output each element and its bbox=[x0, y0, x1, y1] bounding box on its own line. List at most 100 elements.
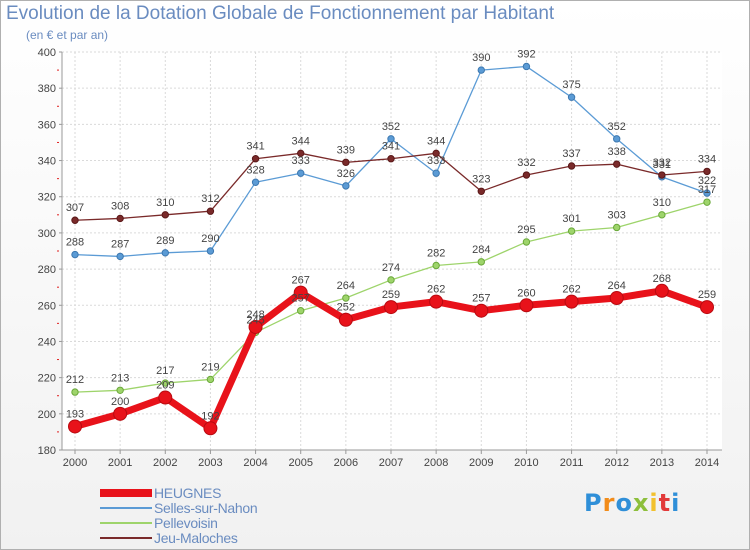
data-label-pellevoisin: 212 bbox=[66, 374, 84, 386]
data-label-jeu-maloches: 334 bbox=[698, 153, 716, 165]
data-label-selles-sur-nahon: 333 bbox=[427, 155, 445, 167]
data-label-pellevoisin: 282 bbox=[427, 247, 445, 259]
data-label-pellevoisin: 213 bbox=[111, 372, 129, 384]
logo-letter: i bbox=[671, 489, 681, 517]
legend-label: Selles-sur-Nahon bbox=[154, 500, 258, 516]
data-label-jeu-maloches: 310 bbox=[156, 197, 174, 209]
logo-letter: P bbox=[584, 489, 603, 517]
y-tick-label: 240 bbox=[38, 336, 56, 348]
logo-letter: r bbox=[602, 489, 616, 517]
data-label-pellevoisin: 301 bbox=[562, 213, 580, 225]
data-point-selles-sur-nahon bbox=[116, 252, 124, 261]
chart-subtitle: (en € et par an) bbox=[26, 28, 109, 42]
data-label-heugnes: 259 bbox=[382, 289, 400, 301]
data-label-pellevoisin: 245 bbox=[246, 314, 264, 326]
data-point-heugnes bbox=[158, 390, 173, 405]
logo-letter: x bbox=[632, 489, 650, 517]
y-tick-label: 380 bbox=[38, 83, 56, 95]
data-label-heugnes: 267 bbox=[292, 275, 310, 287]
data-point-jeu-maloches bbox=[567, 162, 576, 170]
data-label-heugnes: 192 bbox=[201, 410, 219, 422]
data-label-selles-sur-nahon: 326 bbox=[337, 168, 355, 180]
data-point-pellevoisin bbox=[116, 386, 124, 394]
x-tick-label: 2005 bbox=[288, 457, 312, 469]
x-tick-label: 2001 bbox=[108, 457, 132, 469]
legend-swatch bbox=[100, 489, 152, 497]
y-tick-label: 400 bbox=[38, 47, 56, 59]
data-point-heugnes bbox=[609, 291, 624, 306]
data-point-heugnes bbox=[700, 300, 714, 315]
data-point-selles-sur-nahon bbox=[432, 169, 440, 177]
data-label-pellevoisin: 303 bbox=[608, 209, 626, 221]
data-point-pellevoisin bbox=[342, 294, 350, 302]
plot-area bbox=[62, 52, 722, 450]
data-point-heugnes bbox=[68, 419, 82, 434]
data-point-jeu-maloches bbox=[522, 171, 531, 179]
data-point-pellevoisin bbox=[71, 388, 79, 396]
data-label-pellevoisin: 310 bbox=[653, 197, 671, 209]
data-point-selles-sur-nahon bbox=[297, 169, 305, 177]
x-tick-label: 2010 bbox=[514, 457, 538, 469]
x-tick-label: 2012 bbox=[604, 457, 628, 469]
data-label-jeu-maloches: 332 bbox=[653, 157, 671, 169]
data-point-jeu-maloches bbox=[703, 167, 711, 176]
legend-swatch bbox=[100, 507, 152, 509]
y-tick-label: 220 bbox=[38, 373, 56, 385]
data-label-pellevoisin: 274 bbox=[382, 262, 400, 274]
data-point-pellevoisin bbox=[477, 258, 485, 266]
data-label-jeu-maloches: 341 bbox=[246, 141, 264, 153]
data-label-pellevoisin: 284 bbox=[472, 244, 490, 256]
data-label-heugnes: 260 bbox=[517, 287, 535, 299]
data-point-pellevoisin bbox=[432, 261, 440, 270]
data-label-pellevoisin: 295 bbox=[517, 224, 535, 236]
logo-letter: o bbox=[615, 489, 633, 517]
data-label-jeu-maloches: 341 bbox=[382, 141, 400, 153]
data-point-selles-sur-nahon bbox=[477, 66, 485, 74]
data-label-pellevoisin: 264 bbox=[337, 280, 355, 292]
legend-swatch bbox=[100, 522, 152, 524]
data-point-selles-sur-nahon bbox=[387, 135, 395, 143]
data-label-heugnes: 209 bbox=[156, 380, 174, 392]
data-point-heugnes bbox=[248, 319, 263, 334]
legend-label: HEUGNES bbox=[154, 485, 222, 501]
data-point-selles-sur-nahon bbox=[703, 189, 711, 197]
x-tick-label: 2002 bbox=[153, 457, 177, 469]
data-point-selles-sur-nahon bbox=[206, 247, 215, 255]
x-tick-label: 2004 bbox=[243, 457, 267, 469]
data-label-jeu-maloches: 344 bbox=[427, 135, 445, 147]
data-label-heugnes: 262 bbox=[562, 284, 580, 296]
x-tick-label: 2011 bbox=[560, 457, 584, 469]
y-tick-label: 320 bbox=[38, 192, 56, 204]
x-tick-label: 2014 bbox=[695, 457, 719, 469]
data-label-pellevoisin: 317 bbox=[698, 184, 716, 196]
data-label-jeu-maloches: 307 bbox=[66, 202, 84, 214]
x-tick-label: 2009 bbox=[469, 457, 493, 469]
x-tick-label: 2003 bbox=[198, 457, 222, 469]
data-label-selles-sur-nahon: 392 bbox=[517, 48, 535, 60]
proxiti-logo: Proxiti bbox=[584, 489, 680, 517]
y-tick-label: 340 bbox=[38, 156, 56, 168]
data-point-selles-sur-nahon bbox=[522, 62, 531, 71]
data-label-jeu-maloches: 338 bbox=[608, 146, 626, 158]
data-label-heugnes: 200 bbox=[111, 396, 129, 408]
data-point-selles-sur-nahon bbox=[613, 135, 621, 143]
legend-label: Jeu-Maloches bbox=[154, 530, 238, 546]
y-tick-label: 280 bbox=[38, 264, 56, 276]
data-label-selles-sur-nahon: 352 bbox=[608, 121, 626, 133]
data-point-heugnes bbox=[384, 300, 398, 315]
data-label-selles-sur-nahon: 289 bbox=[156, 235, 174, 247]
data-point-pellevoisin bbox=[206, 375, 215, 384]
data-point-heugnes bbox=[429, 294, 444, 309]
data-label-jeu-maloches: 323 bbox=[472, 173, 490, 185]
data-point-heugnes bbox=[474, 303, 489, 318]
y-tick-label: 300 bbox=[38, 228, 56, 240]
data-point-jeu-maloches bbox=[206, 207, 215, 215]
y-tick-label: 360 bbox=[38, 119, 56, 131]
data-point-jeu-maloches bbox=[432, 149, 440, 158]
data-point-selles-sur-nahon bbox=[161, 249, 169, 257]
data-label-heugnes: 193 bbox=[66, 408, 84, 420]
chart-title: Evolution de la Dotation Globale de Fonc… bbox=[6, 3, 555, 24]
data-label-jeu-maloches: 339 bbox=[337, 144, 355, 156]
data-point-jeu-maloches bbox=[251, 155, 260, 163]
